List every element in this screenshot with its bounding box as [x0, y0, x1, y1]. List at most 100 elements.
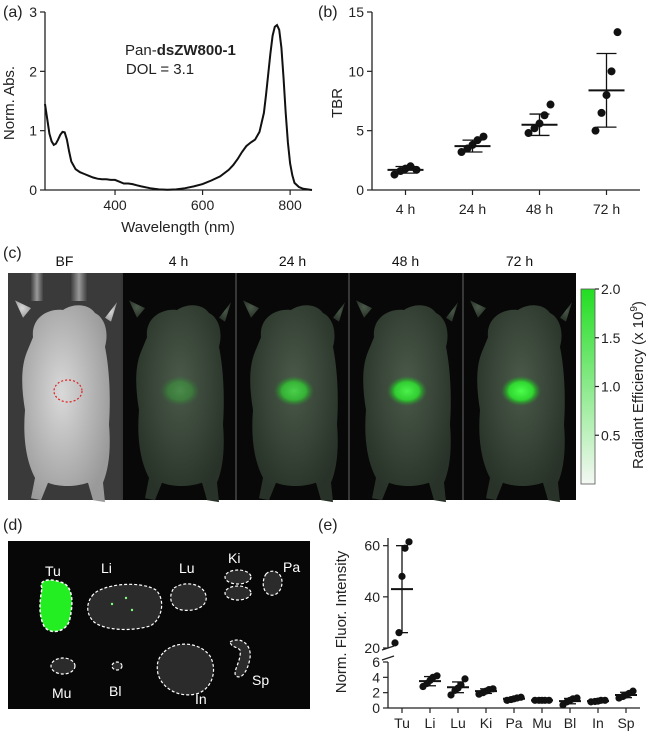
organ-spleen: [229, 639, 251, 678]
b-data-point: [473, 136, 482, 145]
e-x-tick-label: Lu: [450, 715, 466, 731]
b-data-point: [535, 119, 544, 128]
a-x-tick-label: 800: [278, 197, 302, 213]
organ-kidney-1: [224, 569, 252, 585]
e-x-tick-label: Sp: [617, 715, 634, 731]
organ-label-sp: Sp: [252, 672, 269, 688]
b-data-point: [457, 148, 466, 157]
organ-muscle: [50, 657, 76, 675]
b-data-marks: [387, 28, 625, 179]
organ-lung: [170, 583, 207, 611]
tumor-signal: [274, 376, 314, 406]
e-data-point: [391, 639, 399, 647]
organ-blood: [111, 661, 123, 671]
e-x-tick-label: Tu: [394, 715, 410, 731]
a-annotation-line2: DOL = 3.1: [126, 61, 194, 78]
b-data-point: [591, 126, 600, 135]
b-y-tick-label: 15: [348, 4, 364, 20]
b-x-tick-label: 72 h: [593, 201, 620, 217]
e-y-tick-label: 60: [364, 538, 380, 554]
e-data-point: [398, 572, 406, 580]
absorbance-curve: [44, 23, 313, 191]
holder-bar: [70, 273, 88, 301]
colorbar-ticks: 2.0 1.5 1.0 0.5: [595, 281, 621, 443]
imaging-tiles: [8, 273, 576, 503]
organ-label-li: Li: [101, 560, 112, 576]
b-x-tick-label: 4 h: [396, 201, 415, 217]
tumor-signal: [501, 376, 541, 406]
fluorescence-tile: [462, 273, 576, 503]
e-data-point: [433, 672, 441, 680]
colorbar-tick-label: 1.0: [601, 379, 621, 395]
b-y-tick-label: 5: [356, 123, 364, 139]
b-x-tick-label: 48 h: [526, 201, 553, 217]
organ-intestine: [156, 643, 215, 696]
e-data-point: [405, 538, 413, 546]
e-y-tick-label: 20: [364, 640, 380, 656]
a-y-tick-label: 1: [29, 123, 37, 139]
a-x-ticks: 400 600 800: [103, 190, 302, 213]
b-x-tick-label: 24 h: [459, 201, 486, 217]
a-y-ticks: 0 1 2 3: [29, 4, 45, 198]
e-y-tick-label: 0: [372, 700, 380, 716]
e-axis-break-2: [381, 655, 395, 661]
a-y-tick-label: 3: [29, 4, 37, 20]
fluorescence-tile: [348, 273, 462, 503]
b-x-ticks: 4 h 24 h 48 h 72 h: [396, 190, 620, 217]
imaging-label: 4 h: [169, 253, 188, 269]
e-data-marks: [391, 538, 637, 709]
e-x-tick-label: In: [592, 715, 604, 731]
a-annotation-line1: Pan-dsZW800-1: [125, 42, 236, 59]
e-data-point: [395, 629, 403, 637]
organ-label-bl: Bl: [109, 683, 121, 699]
panel-label-e: (e): [318, 517, 338, 534]
e-y-tick-label: 2: [372, 685, 380, 701]
b-data-point: [597, 108, 606, 117]
absorbance-panel: (a) 0 1 2 3 400 600 800 Pan-dsZW800-1 DOL = 3…: [1, 4, 313, 236]
fluorescence-tile: [121, 273, 235, 503]
e-data-point: [573, 694, 581, 702]
organ-label-in: In: [195, 691, 207, 707]
b-data-point: [524, 129, 533, 138]
organ-label-tu: Tu: [45, 563, 61, 579]
a-y-tick-label: 0: [29, 182, 37, 198]
e-x-tick-label: Li: [425, 715, 436, 731]
organ-liver: [87, 583, 163, 631]
panel-label-b: (b): [318, 4, 338, 21]
holder-bar: [30, 273, 44, 301]
e-y-tick-label: 6: [372, 654, 380, 670]
b-data-point: [406, 162, 415, 171]
b-y-tick-label: 10: [348, 63, 364, 79]
tbr-panel: (b) 0 5 10 15 4 h 24 h 48 h 72 h TBR: [318, 4, 640, 217]
colorbar-tick-label: 2.0: [601, 281, 621, 297]
colorbar-tick-label: 0.5: [601, 427, 621, 443]
tumor-outline: [53, 379, 83, 403]
e-y-tick-label: 4: [372, 669, 380, 685]
organ-label-mu: Mu: [52, 685, 71, 701]
e-data-point: [401, 544, 409, 552]
b-y-tick-label: 0: [356, 182, 364, 198]
organ-label-pa: Pa: [283, 559, 300, 575]
e-x-tick-label: Mu: [532, 715, 551, 731]
e-x-ticks: Tu Li Lu Ki Pa Mu Bl In Sp: [394, 708, 635, 731]
a-y-axis-label: Norm. Abs.: [1, 66, 18, 140]
imaging-label: 72 h: [506, 253, 533, 269]
colorbar-label: Radiant Efficiency (x 109): [629, 301, 647, 469]
tumor-signal: [387, 376, 427, 406]
imaging-label: 48 h: [392, 253, 419, 269]
panel-label-c: (c): [3, 245, 22, 262]
b-y-axis-label: TBR: [329, 88, 346, 118]
e-y-tick-label: 40: [364, 589, 380, 605]
imaging-label: 24 h: [279, 253, 306, 269]
e-data-point: [629, 687, 637, 695]
e-data-point: [461, 675, 469, 683]
imaging-time-labels: BF 4 h 24 h 48 h 72 h: [56, 253, 534, 269]
b-data-point: [479, 132, 488, 141]
organ-pancreas: [262, 570, 283, 596]
bf-tile: [8, 273, 121, 503]
a-x-tick-label: 600: [191, 197, 215, 213]
a-x-tick-label: 400: [103, 197, 127, 213]
